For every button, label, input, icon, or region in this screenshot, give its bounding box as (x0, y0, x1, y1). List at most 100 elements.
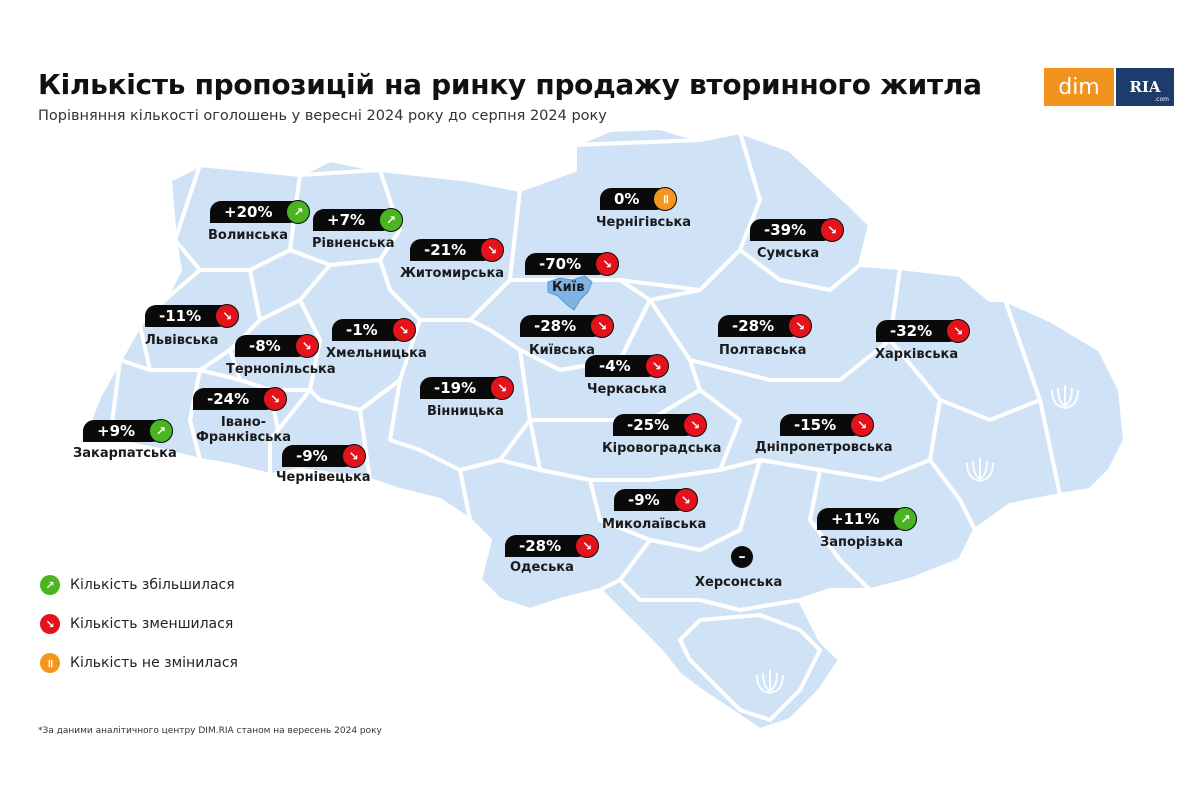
legend-item-decrease: ↘ Кількість зменшилася (40, 614, 238, 634)
region-badge-kyiv: -70% ↘ (525, 252, 620, 276)
region-name: Чернігівська (596, 215, 692, 230)
region-badge-kirovohradska: -25% ↘ (613, 413, 708, 437)
region-badge-zakarpatska: +9% ↗ (83, 419, 174, 443)
footnote: *За даними аналітичного центру DIM.RIA с… (38, 726, 382, 736)
chart-title: Кількість пропозицій на ринку продажу вт… (38, 68, 982, 101)
region-badge-poltavska: -28% ↘ (718, 314, 813, 338)
region-value: +20% (224, 203, 273, 221)
decrease-arrow-icon: ↘ (215, 304, 240, 328)
region-name: Черкаська (587, 382, 667, 397)
legend: ↗ Кількість збільшилася ↘ Кількість змен… (40, 575, 238, 692)
decrease-arrow-icon: ↘ (575, 534, 600, 558)
region-badge-lvivska: -11% ↘ (145, 304, 240, 328)
region-badge-sumska: -39% ↘ (750, 218, 845, 242)
region-badge-khmelnytska: -1% ↘ (332, 318, 416, 342)
decrease-arrow-icon: ↘ (590, 314, 615, 338)
region-badge-ternopilska: -8% ↘ (235, 334, 319, 358)
region-name: Чернівецька (276, 470, 371, 485)
region-badge-rivnenska: +7% ↗ (313, 208, 404, 232)
increase-arrow-icon: ↗ (149, 419, 174, 443)
legend-item-unchanged: ॥ Кількість не змінилася (40, 653, 238, 673)
region-badge-zaporizka: +11% ↗ (817, 507, 918, 531)
region-value: -21% (424, 241, 467, 259)
unchanged-pause-icon: ॥ (653, 187, 678, 211)
region-value: -15% (794, 416, 837, 434)
region-name: Київська (529, 343, 595, 358)
increase-arrow-icon: ↗ (379, 208, 404, 232)
decrease-arrow-icon: ↘ (263, 387, 288, 411)
region-name: Кіровоградська (602, 441, 722, 456)
region-value: -28% (519, 537, 562, 555)
decrease-arrow-icon: ↘ (683, 413, 708, 437)
region-value: -9% (628, 491, 660, 509)
nodata-icon: – (731, 546, 753, 568)
region-badge-chernivetska: -9% ↘ (282, 444, 366, 468)
region-badge-kyivska: -28% ↘ (520, 314, 615, 338)
increase-arrow-icon: ↗ (893, 507, 918, 531)
region-name: Одеська (510, 560, 574, 575)
region-name: Херсонська (695, 575, 783, 590)
region-value: +11% (831, 510, 880, 528)
region-name: Дніпропетровська (755, 440, 893, 455)
region-badge-vinnytska: -19% ↘ (420, 376, 515, 400)
region-name: Вінницька (427, 404, 504, 419)
region-value: -70% (539, 255, 582, 273)
region-badge-zhytomyrska: -21% ↘ (410, 238, 505, 262)
region-badge-chernihivska: 0% ॥ (600, 187, 678, 211)
region-value: -4% (599, 357, 631, 375)
decrease-arrow-icon: ↘ (341, 444, 366, 468)
region-value: -28% (732, 317, 775, 335)
decrease-arrow-icon: ↘ (850, 413, 875, 437)
increase-arrow-icon: ↗ (286, 200, 311, 224)
region-value: -9% (296, 447, 328, 465)
region-value: 0% (614, 190, 640, 208)
decrease-arrow-icon: ↘ (788, 314, 813, 338)
region-name: Львівська (145, 333, 219, 348)
region-name: Івано- Франківська (196, 415, 291, 445)
chart-subtitle: Порівняння кількості оголошень у вересні… (38, 108, 607, 124)
region-value: +7% (327, 211, 366, 229)
region-name: Хмельницька (326, 346, 427, 361)
region-value: -11% (159, 307, 202, 325)
region-name: Миколаївська (602, 517, 707, 532)
region-value: -28% (534, 317, 577, 335)
region-badge-dnipropetrovska: -15% ↘ (780, 413, 875, 437)
decrease-arrow-icon: ↘ (946, 319, 971, 343)
region-value: -39% (764, 221, 807, 239)
decrease-arrow-icon: ↘ (294, 334, 319, 358)
region-value: -32% (890, 322, 933, 340)
region-value: -24% (207, 390, 250, 408)
region-name: Тернопільська (226, 362, 336, 377)
region-value: +9% (97, 422, 136, 440)
legend-item-increase: ↗ Кількість збільшилася (40, 575, 238, 595)
decrease-arrow-icon: ↘ (673, 488, 698, 512)
region-badge-volynska: +20% ↗ (210, 200, 311, 224)
decrease-arrow-icon: ↘ (820, 218, 845, 242)
decrease-arrow-icon: ↘ (644, 354, 669, 378)
decrease-arrow-icon: ↘ (40, 614, 60, 634)
region-badge-cherkaska: -4% ↘ (585, 354, 669, 378)
region-value: -1% (346, 321, 378, 339)
decrease-arrow-icon: ↘ (490, 376, 515, 400)
region-name: Волинська (208, 228, 288, 243)
region-badge-ivano-frankivska: -24% ↘ (193, 387, 288, 411)
region-name: Харківська (875, 347, 959, 362)
region-badge-mykolaivska: -9% ↘ (614, 488, 698, 512)
dim-ria-logo[interactable]: dim RIA .com (1044, 68, 1174, 106)
logo-dim: dim (1044, 68, 1114, 106)
kyiv-city-shape (547, 275, 593, 311)
region-name: Закарпатська (73, 446, 177, 461)
region-name: Київ (552, 280, 585, 295)
region-value: -19% (434, 379, 477, 397)
decrease-arrow-icon: ↘ (391, 318, 416, 342)
region-name: Сумська (757, 246, 820, 261)
region-name: Полтавська (719, 343, 807, 358)
trident-icon (966, 458, 994, 483)
logo-ria: RIA .com (1116, 68, 1174, 106)
increase-arrow-icon: ↗ (40, 575, 60, 595)
trident-icon (756, 670, 784, 695)
region-name: Рівненська (312, 236, 395, 251)
decrease-arrow-icon: ↘ (595, 252, 620, 276)
region-value: -8% (249, 337, 281, 355)
unchanged-pause-icon: ॥ (40, 653, 60, 673)
